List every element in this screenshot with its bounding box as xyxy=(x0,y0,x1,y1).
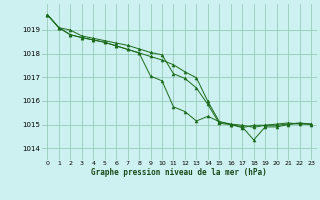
X-axis label: Graphe pression niveau de la mer (hPa): Graphe pression niveau de la mer (hPa) xyxy=(91,168,267,177)
